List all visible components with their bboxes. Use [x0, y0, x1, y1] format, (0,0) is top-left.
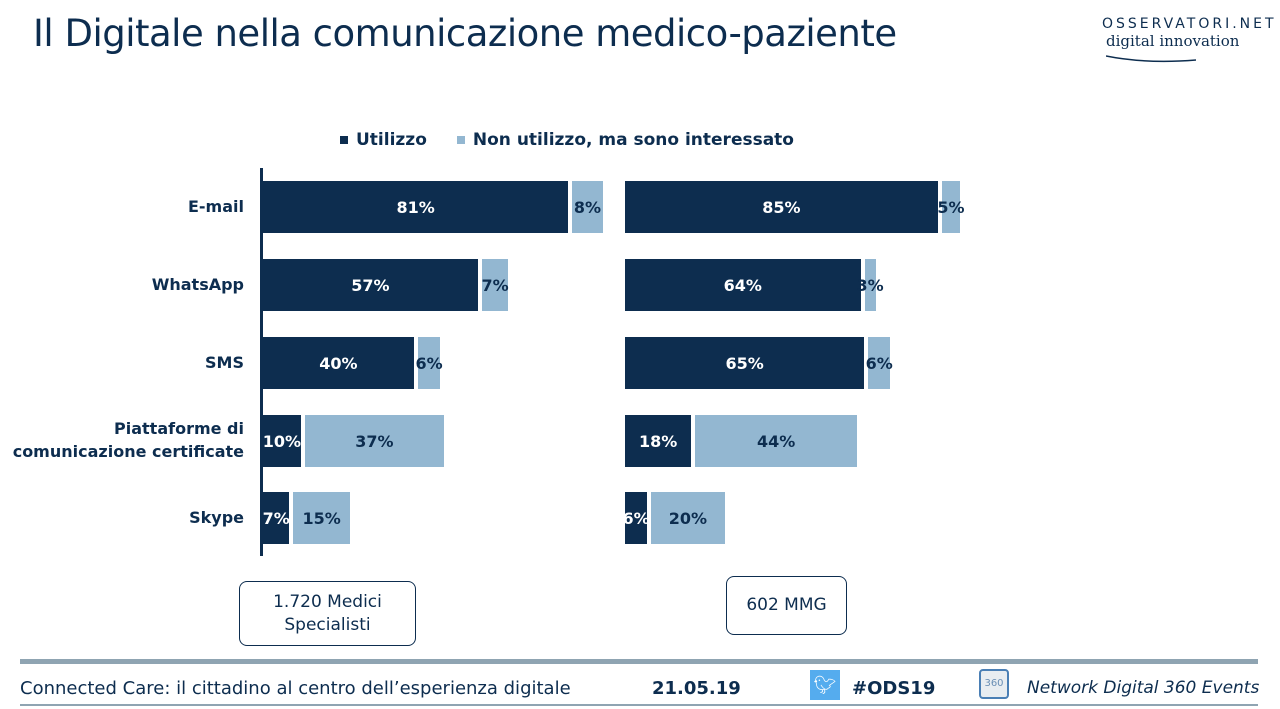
y-axis-line: [260, 168, 263, 556]
bar-value-label: 57%: [351, 275, 390, 295]
footer-network: Network Digital 360 Events: [1027, 678, 1260, 698]
bar-value-label: 64%: [723, 275, 762, 295]
category-label: E-mail: [187, 197, 244, 216]
category-label: comunicazione certificate: [12, 442, 244, 461]
bar-utilizzo: 40%: [263, 337, 414, 389]
category-label: Piattaforme di: [114, 419, 244, 438]
bar-interessato: 3%: [856, 259, 884, 311]
bar-value-label: 6%: [865, 353, 893, 373]
bar-interessato: 44%: [695, 415, 858, 467]
bar-value-label: 37%: [355, 431, 394, 451]
category-label: WhatsApp: [151, 275, 244, 294]
bar-value-label: 7%: [481, 275, 509, 295]
category-label: Skype: [189, 508, 244, 527]
bar-utilizzo: 57%: [263, 259, 478, 311]
bar-utilizzo: 18%: [625, 415, 692, 467]
osservatori-logo: OSSERVATORI.NET digital innovation: [1098, 16, 1274, 66]
sample-text: 1.720 Medici: [273, 591, 382, 612]
bar-utilizzo: 10%: [263, 415, 301, 467]
bar-value-label: 20%: [668, 508, 708, 528]
bar-interessato: 5%: [937, 181, 965, 233]
bar-interessato: 15%: [293, 492, 350, 544]
footer-hashtag[interactable]: #ODS19: [852, 678, 936, 699]
bar-value-label: 44%: [757, 431, 796, 451]
sample-text: Specialisti: [284, 614, 371, 635]
legend-swatch: [456, 136, 465, 144]
bar-value-label: 81%: [396, 197, 435, 217]
legend-label: Non utilizzo, ma sono interessato: [472, 130, 794, 150]
footer-divider: [20, 704, 1258, 706]
bar-utilizzo: 64%: [625, 259, 861, 311]
footer-date: 21.05.19: [652, 678, 741, 699]
legend-item-interessato: Non utilizzo, ma sono interessato: [456, 130, 794, 150]
bar-value-label: 6%: [415, 353, 443, 373]
bar-value-label: 10%: [262, 431, 301, 451]
bar-value-label: 85%: [762, 197, 801, 217]
logo-swoosh-icon: [1106, 55, 1196, 63]
bar-value-label: 5%: [937, 197, 965, 217]
bar-interessato: 6%: [865, 337, 893, 389]
network360-icon: 360: [979, 669, 1009, 699]
bar-interessato: 20%: [651, 492, 725, 544]
bar-value-label: 7%: [262, 508, 290, 528]
sample-box-mmg: 602 MMG: [726, 576, 847, 635]
bar-value-label: 6%: [622, 508, 650, 528]
logo-line1: OSSERVATORI.NET: [1102, 16, 1277, 32]
legend-swatch: [340, 136, 348, 144]
bar-interessato: 6%: [415, 337, 443, 389]
bar-value-label: 65%: [725, 353, 764, 373]
bar-value-label: 3%: [856, 275, 884, 295]
twitter-icon[interactable]: 🐦︎: [810, 670, 840, 700]
bar-value-label: 15%: [302, 508, 341, 528]
bar-value-label: 8%: [573, 197, 602, 217]
footer-event: Connected Care: il cittadino al centro d…: [20, 678, 571, 699]
footer-divider: [20, 659, 1258, 664]
bar-utilizzo: 6%: [622, 492, 650, 544]
category-label: SMS: [205, 353, 244, 372]
sample-box-specialisti: 1.720 Medici Specialisti: [239, 581, 416, 646]
legend-item-utilizzo: Utilizzo: [340, 130, 427, 150]
chart-legend: Utilizzo Non utilizzo, ma sono interessa…: [340, 130, 794, 150]
sample-text: 602 MMG: [746, 595, 827, 615]
bar-utilizzo: 65%: [625, 337, 865, 389]
bar-interessato: 7%: [481, 259, 509, 311]
bar-utilizzo: 81%: [263, 181, 569, 233]
bar-utilizzo: 7%: [262, 492, 290, 544]
bar-interessato: 37%: [304, 415, 445, 467]
bar-interessato: 8%: [572, 181, 603, 233]
logo-line2: digital innovation: [1106, 32, 1240, 50]
legend-label: Utilizzo: [356, 130, 427, 150]
bar-value-label: 40%: [319, 353, 358, 373]
bar-utilizzo: 85%: [625, 181, 938, 233]
page-title: Il Digitale nella comunicazione medico-p…: [33, 12, 897, 55]
bar-value-label: 18%: [638, 431, 678, 451]
